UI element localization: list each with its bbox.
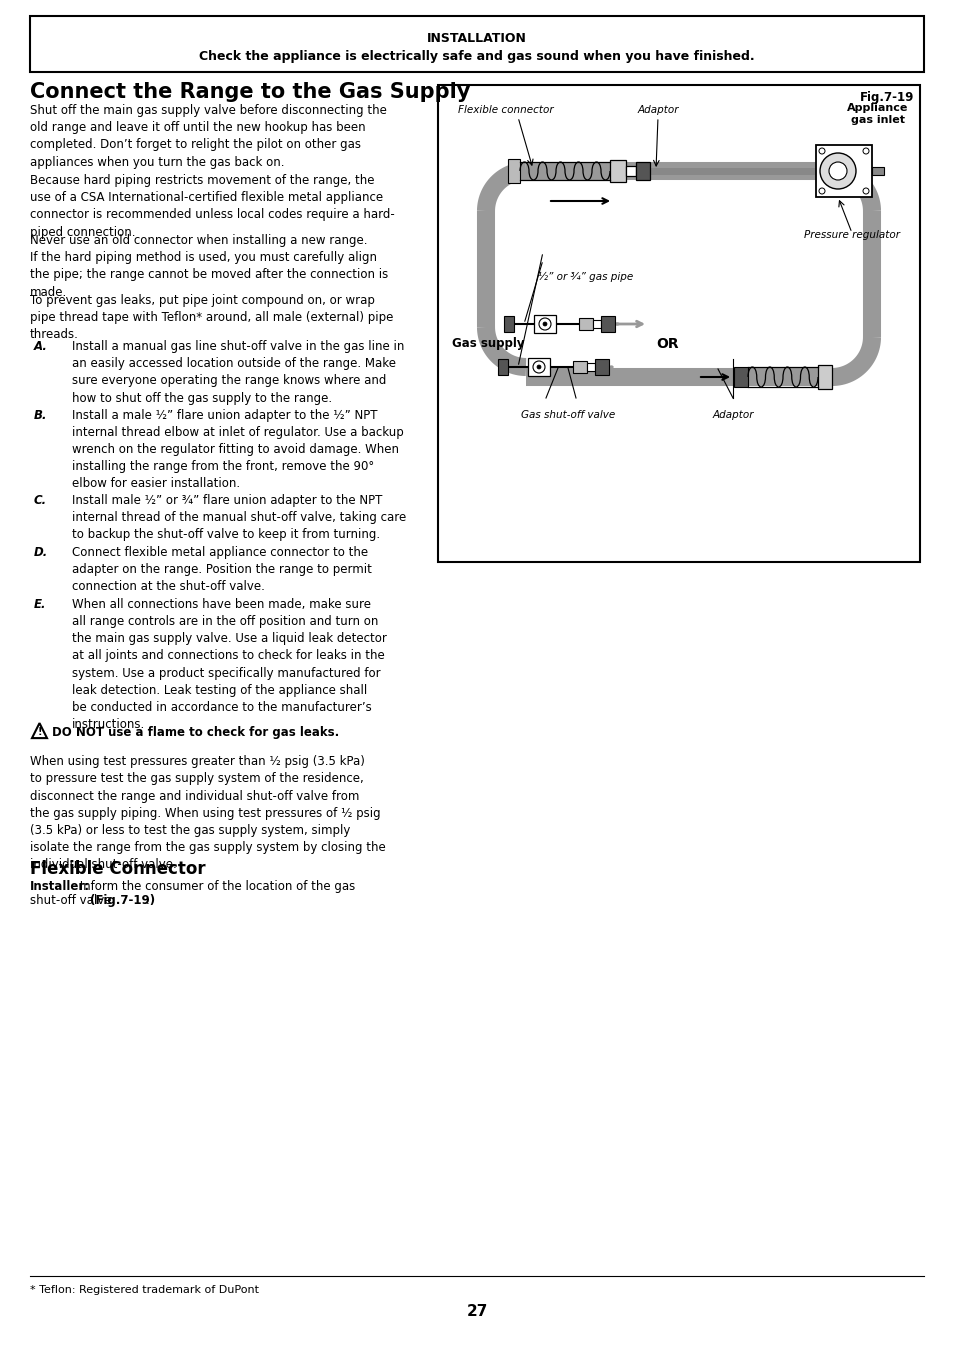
Text: Never use an old connector when installing a new range.
If the hard piping metho: Never use an old connector when installi… bbox=[30, 234, 388, 298]
Text: Install a manual gas line shut-off valve in the gas line in
an easily accessed l: Install a manual gas line shut-off valve… bbox=[71, 340, 404, 405]
Text: Shut off the main gas supply valve before disconnecting the
old range and leave : Shut off the main gas supply valve befor… bbox=[30, 104, 387, 169]
Text: Gas shut-off valve: Gas shut-off valve bbox=[520, 410, 615, 420]
Text: A.: A. bbox=[34, 340, 48, 352]
Text: gas inlet: gas inlet bbox=[850, 115, 904, 126]
Bar bbox=[600, 316, 615, 332]
Circle shape bbox=[533, 360, 544, 373]
Text: * Teflon: Registered trademark of DuPont: * Teflon: Registered trademark of DuPont bbox=[30, 1285, 258, 1295]
Text: !: ! bbox=[37, 728, 42, 737]
Text: Because hard piping restricts movement of the range, the
use of a CSA Internatio: Because hard piping restricts movement o… bbox=[30, 174, 395, 239]
Bar bbox=[507, 159, 519, 184]
Circle shape bbox=[538, 319, 551, 329]
Bar bbox=[527, 358, 550, 377]
Text: To prevent gas leaks, put pipe joint compound on, or wrap
pipe thread tape with : To prevent gas leaks, put pipe joint com… bbox=[30, 294, 393, 342]
Text: Check the appliance is electrically safe and gas sound when you have finished.: Check the appliance is electrically safe… bbox=[199, 50, 754, 63]
Bar bbox=[586, 363, 595, 371]
Text: B.: B. bbox=[34, 409, 48, 421]
Circle shape bbox=[818, 188, 824, 194]
Text: OR: OR bbox=[656, 338, 679, 351]
Bar bbox=[636, 162, 649, 180]
Text: When using test pressures greater than ½ psig (3.5 kPa)
to pressure test the gas: When using test pressures greater than ½… bbox=[30, 755, 385, 871]
Text: Adaptor: Adaptor bbox=[637, 105, 678, 115]
Text: Flexible connector: Flexible connector bbox=[457, 105, 554, 115]
Circle shape bbox=[820, 153, 855, 189]
Bar bbox=[609, 161, 625, 182]
Bar bbox=[595, 359, 608, 375]
Bar bbox=[593, 320, 600, 328]
Circle shape bbox=[828, 162, 846, 180]
Text: Inform the consumer of the location of the gas: Inform the consumer of the location of t… bbox=[76, 880, 355, 894]
Bar bbox=[437, 85, 919, 562]
Text: INSTALLATION: INSTALLATION bbox=[427, 32, 526, 45]
Text: C.: C. bbox=[34, 494, 47, 506]
Bar bbox=[503, 316, 514, 332]
Circle shape bbox=[862, 148, 868, 154]
Text: (Fig.7-19): (Fig.7-19) bbox=[90, 894, 155, 907]
Text: DO NOT use a flame to check for gas leaks.: DO NOT use a flame to check for gas leak… bbox=[52, 725, 339, 738]
Bar bbox=[534, 315, 556, 333]
Bar bbox=[817, 364, 831, 389]
Bar bbox=[578, 319, 593, 329]
Text: D.: D. bbox=[34, 545, 49, 559]
Circle shape bbox=[542, 323, 546, 325]
Text: Appliance: Appliance bbox=[846, 103, 908, 113]
Text: E.: E. bbox=[34, 598, 47, 610]
Circle shape bbox=[537, 364, 540, 369]
Text: ½” or ¾” gas pipe: ½” or ¾” gas pipe bbox=[537, 271, 633, 282]
Text: Fig.7-19: Fig.7-19 bbox=[859, 90, 913, 104]
Text: When all connections have been made, make sure
all range controls are in the off: When all connections have been made, mak… bbox=[71, 598, 387, 732]
Text: Gas supply: Gas supply bbox=[452, 338, 524, 351]
Text: Pressure regulator: Pressure regulator bbox=[803, 230, 899, 240]
Bar bbox=[573, 360, 586, 373]
Circle shape bbox=[818, 148, 824, 154]
Text: .: . bbox=[146, 894, 150, 907]
Bar bbox=[625, 166, 636, 176]
Bar bbox=[497, 359, 507, 375]
Circle shape bbox=[862, 188, 868, 194]
Text: Installer:: Installer: bbox=[30, 880, 90, 894]
Text: Adaptor: Adaptor bbox=[712, 410, 753, 420]
Bar bbox=[30, 16, 923, 72]
Polygon shape bbox=[32, 724, 47, 738]
Text: Connect the Range to the Gas Supply: Connect the Range to the Gas Supply bbox=[30, 82, 470, 103]
Text: 27: 27 bbox=[466, 1304, 487, 1319]
FancyBboxPatch shape bbox=[815, 144, 871, 197]
Text: Install a male ½” flare union adapter to the ½” NPT
internal thread elbow at inl: Install a male ½” flare union adapter to… bbox=[71, 409, 403, 490]
Text: Install male ½” or ¾” flare union adapter to the NPT
internal thread of the manu: Install male ½” or ¾” flare union adapte… bbox=[71, 494, 406, 541]
Bar bbox=[733, 367, 747, 387]
Text: Flexible Connector: Flexible Connector bbox=[30, 860, 206, 878]
Text: Connect flexible metal appliance connector to the
adapter on the range. Position: Connect flexible metal appliance connect… bbox=[71, 545, 372, 593]
Text: shut-off valve: shut-off valve bbox=[30, 894, 115, 907]
Bar bbox=[871, 167, 883, 176]
